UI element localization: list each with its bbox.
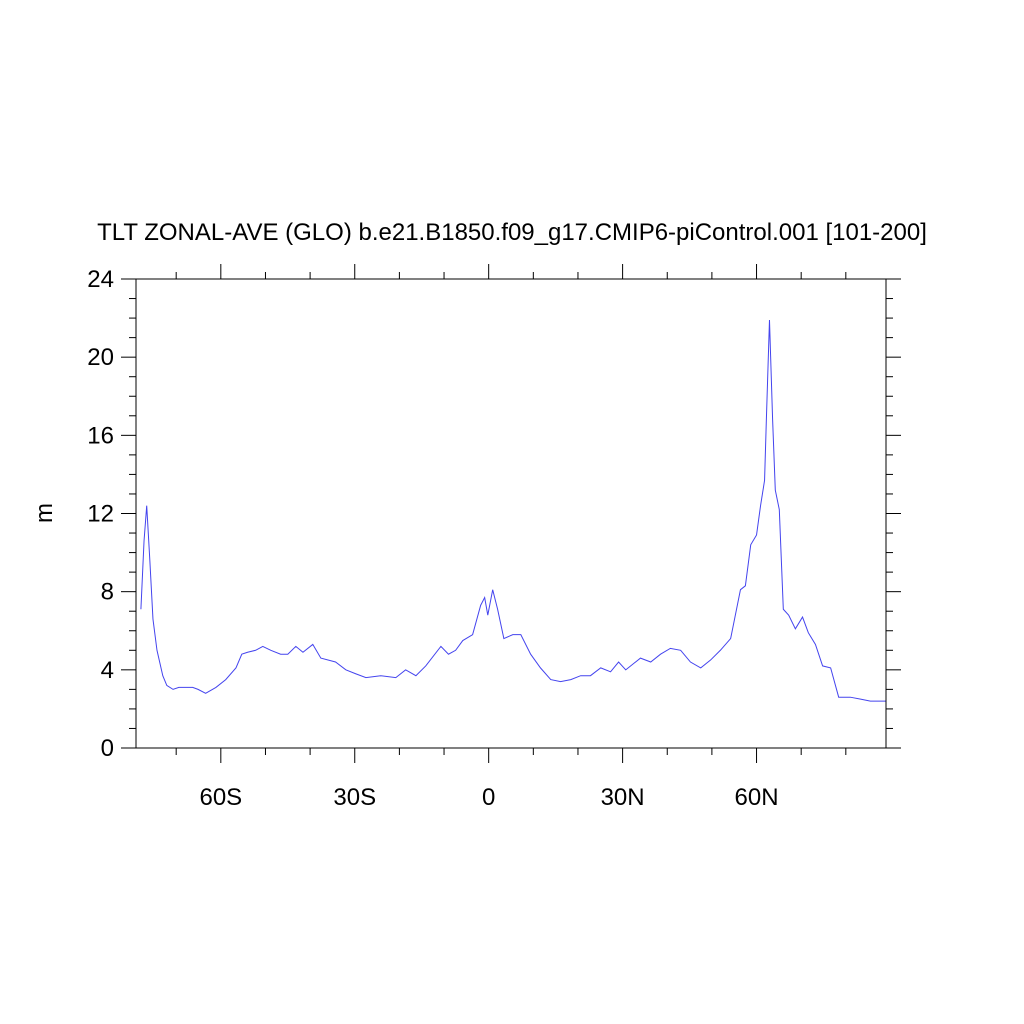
data-line xyxy=(140,320,886,702)
y-tick-label: 8 xyxy=(101,579,114,606)
y-axis-label: m xyxy=(31,503,58,523)
x-tick-label: 30N xyxy=(601,784,645,811)
chart-title: TLT ZONAL-AVE (GLO) b.e21.B1850.f09_g17.… xyxy=(97,219,927,246)
y-tick-label: 12 xyxy=(87,501,114,528)
y-tick-label: 16 xyxy=(87,422,114,449)
y-tick-label: 20 xyxy=(87,344,114,371)
x-tick-label: 60N xyxy=(735,784,779,811)
y-tick-label: 4 xyxy=(101,657,114,684)
y-tick-label: 24 xyxy=(87,266,114,293)
x-tick-label: 30S xyxy=(333,784,376,811)
y-tick-label: 0 xyxy=(101,735,114,762)
x-tick-label: 60S xyxy=(199,784,242,811)
x-tick-label: 0 xyxy=(482,784,495,811)
